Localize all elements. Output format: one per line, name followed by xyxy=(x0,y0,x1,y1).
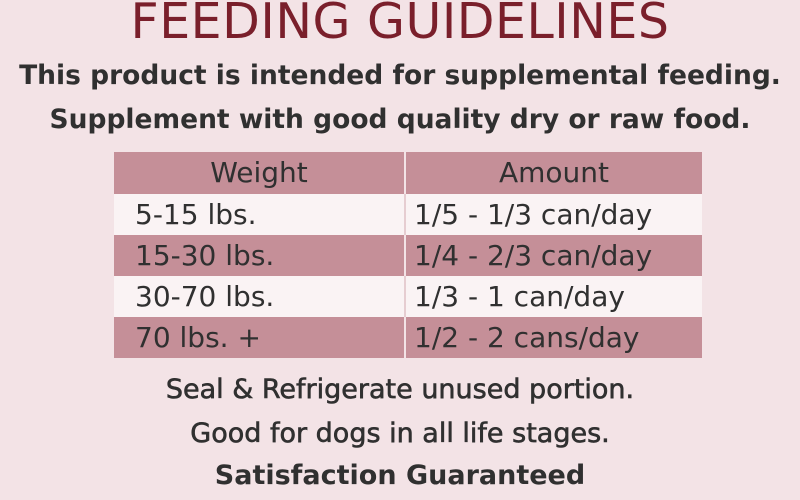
amount-cell: 1/2 - 2 cans/day xyxy=(414,321,640,354)
table-row: 15-30 lbs. 1/4 - 2/3 can/day xyxy=(114,235,702,276)
table-header-row: Weight Amount xyxy=(114,152,702,194)
weight-cell: 15-30 lbs. xyxy=(114,235,406,276)
intro-line-1: This product is intended for supplementa… xyxy=(19,60,781,91)
weight-cell: 30-70 lbs. xyxy=(114,276,406,317)
weight-cell: 70 lbs. + xyxy=(114,317,406,358)
table-row: 70 lbs. + 1/2 - 2 cans/day xyxy=(114,317,702,358)
table-row: 30-70 lbs. 1/3 - 1 can/day xyxy=(114,276,702,317)
table-row: 5-15 lbs. 1/5 - 1/3 can/day xyxy=(114,194,702,235)
amount-cell: 1/5 - 1/3 can/day xyxy=(414,198,653,231)
life-stage-note: Good for dogs in all life stages. xyxy=(190,418,610,450)
weight-cell: 5-15 lbs. xyxy=(114,194,406,235)
feeding-table: Weight Amount 5-15 lbs. 1/5 - 1/3 can/da… xyxy=(114,152,702,358)
amount-cell: 1/3 - 1 can/day xyxy=(414,280,625,313)
column-header-weight: Weight xyxy=(114,152,406,194)
intro-line-2: Supplement with good quality dry or raw … xyxy=(49,104,751,135)
column-header-amount: Amount xyxy=(498,156,610,189)
page-title: FEEDING GUIDELINES xyxy=(130,0,670,50)
storage-note: Seal & Refrigerate unused portion. xyxy=(165,374,635,406)
amount-cell: 1/4 - 2/3 can/day xyxy=(414,239,653,272)
guarantee-note: Satisfaction Guaranteed xyxy=(214,460,586,491)
